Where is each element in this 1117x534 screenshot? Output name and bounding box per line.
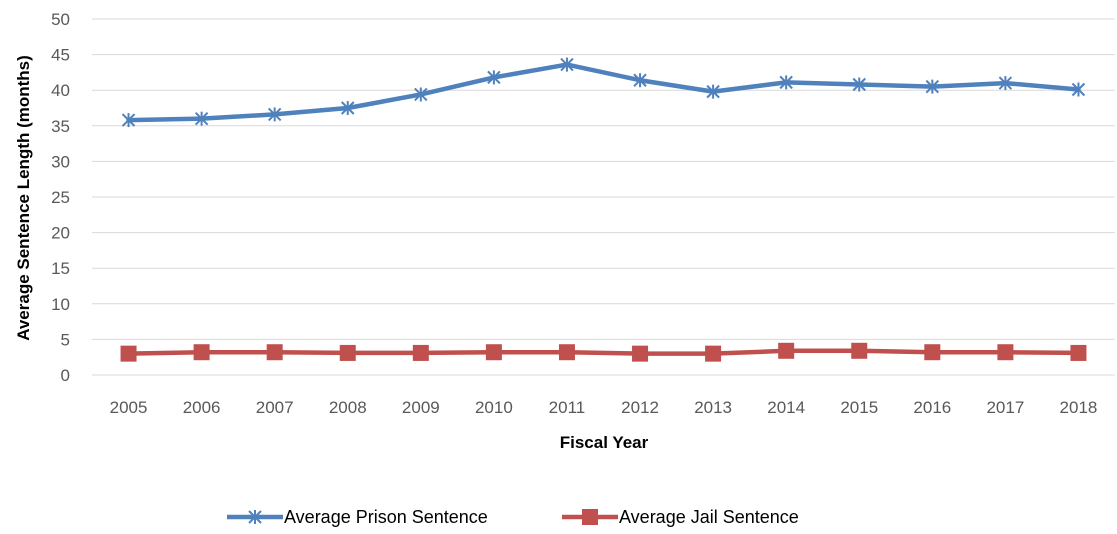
series-layer — [120, 57, 1087, 362]
x-tick-label: 2017 — [986, 398, 1024, 417]
y-tick-label: 20 — [51, 224, 70, 243]
y-tick-label: 25 — [51, 188, 70, 207]
x-tick-label: 2013 — [694, 398, 732, 417]
legend-label: Average Jail Sentence — [619, 507, 799, 527]
x-tick-label: 2005 — [110, 398, 148, 417]
data-point — [633, 73, 647, 88]
data-point — [1071, 82, 1086, 97]
legend-item: Average Prison Sentence — [227, 507, 488, 527]
y-tick-label: 40 — [51, 81, 70, 100]
data-point — [121, 113, 136, 128]
data-point — [267, 107, 282, 122]
data-point — [852, 77, 866, 92]
data-point — [558, 344, 575, 361]
data-point — [1070, 344, 1087, 361]
data-point — [998, 76, 1013, 91]
legend-marker — [582, 509, 598, 525]
x-tick-label: 2007 — [256, 398, 294, 417]
data-point — [924, 344, 941, 361]
x-tick-label: 2011 — [549, 398, 586, 417]
x-axis-ticks: 2005 2006 2007 2008 2009 2010 2011 2012 2013 2014… — [110, 398, 1098, 417]
data-point — [706, 84, 720, 99]
x-tick-label: 2009 — [402, 398, 440, 417]
data-point — [487, 70, 501, 85]
data-point — [997, 344, 1014, 361]
data-point — [339, 344, 356, 361]
data-point — [412, 344, 429, 361]
data-point — [632, 345, 649, 362]
y-tick-label: 5 — [61, 330, 70, 349]
data-point — [341, 101, 355, 115]
y-tick-label: 15 — [51, 259, 70, 278]
legend: Average Prison Sentence Average Jail Sent… — [227, 507, 799, 527]
y-tick-label: 50 — [51, 10, 70, 29]
x-tick-label: 2010 — [475, 398, 513, 417]
y-axis-ticks: 0 5 10 15 20 25 30 35 40 45 50 — [51, 10, 70, 385]
data-point — [194, 111, 209, 126]
y-tick-label: 10 — [51, 295, 70, 314]
x-tick-label: 2015 — [840, 398, 878, 417]
series-jail — [120, 342, 1087, 362]
data-point — [779, 75, 793, 90]
x-tick-label: 2006 — [183, 398, 221, 417]
legend-item: Average Jail Sentence — [562, 507, 799, 527]
data-point — [120, 345, 137, 362]
y-axis-title: Average Sentence Length (months) — [14, 55, 33, 341]
data-point — [851, 342, 868, 359]
gridlines — [92, 18, 1115, 376]
x-tick-label: 2008 — [329, 398, 367, 417]
data-point — [485, 344, 502, 361]
data-point — [414, 87, 428, 102]
legend-marker — [248, 510, 262, 524]
series-prison — [121, 57, 1086, 128]
x-axis-title: Fiscal Year — [560, 433, 649, 452]
x-tick-label: 2012 — [621, 398, 659, 417]
y-tick-label: 0 — [61, 366, 70, 385]
data-point — [705, 345, 722, 362]
x-tick-label: 2016 — [913, 398, 951, 417]
x-tick-label: 2014 — [767, 398, 805, 417]
y-tick-label: 35 — [51, 117, 70, 136]
legend-label: Average Prison Sentence — [284, 507, 488, 527]
data-point — [778, 342, 795, 359]
data-point — [925, 79, 940, 94]
data-point — [193, 344, 210, 361]
y-tick-label: 30 — [51, 152, 70, 171]
x-tick-label: 2018 — [1060, 398, 1098, 417]
data-point — [560, 57, 574, 72]
series-line — [126, 62, 1081, 123]
y-tick-label: 45 — [51, 46, 70, 65]
series-line — [126, 348, 1081, 356]
data-point — [266, 344, 283, 361]
